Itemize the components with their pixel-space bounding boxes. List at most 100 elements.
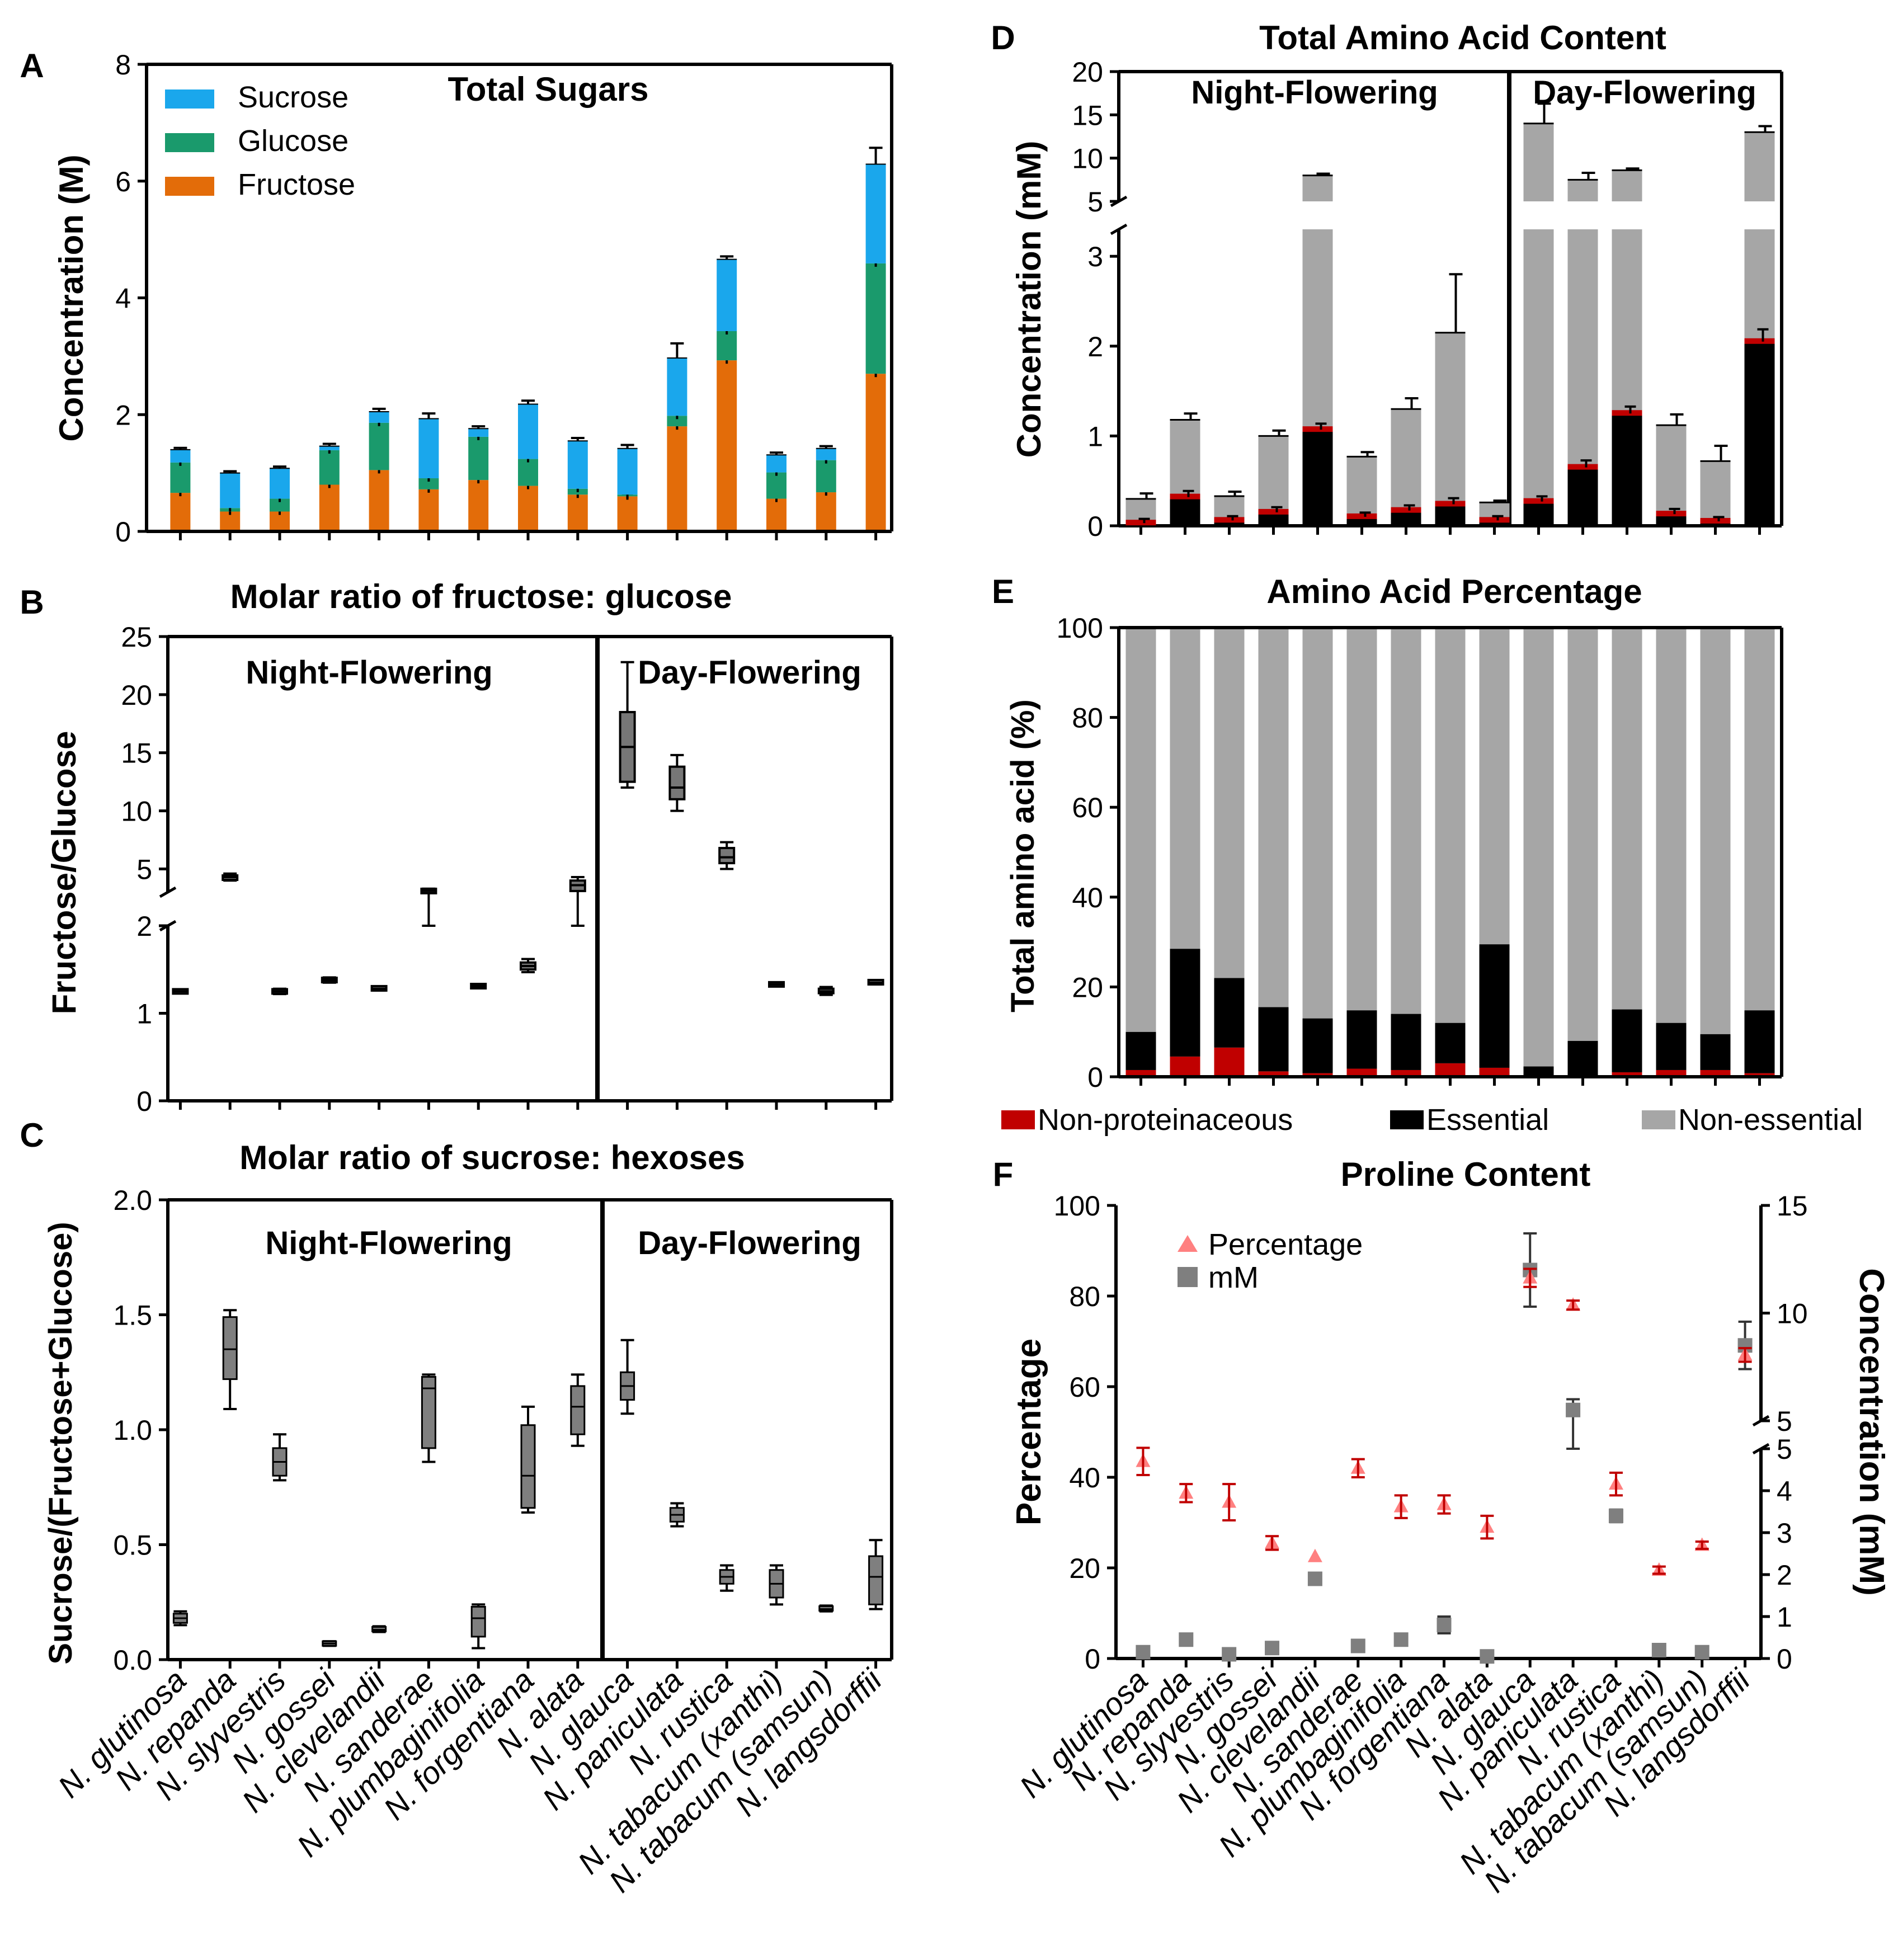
panel-c-ytick-label: 1.0 <box>113 1415 152 1446</box>
panel-f-letter: F <box>993 1156 1014 1193</box>
panel-f-ytick-label: 0 <box>1085 1643 1100 1675</box>
panel-c-letter: C <box>20 1116 44 1154</box>
panel-f-ytick-right-label: 15 <box>1777 1190 1808 1222</box>
panel-f-mm-marker <box>1437 1618 1452 1632</box>
panel-a-bar-glucose <box>816 460 836 493</box>
panel-a-letter: A <box>20 47 44 84</box>
panel-b-ytick-label: 5 <box>136 854 152 885</box>
panel-a-ytick-label: 2 <box>115 399 131 431</box>
panel-d-bar-nonprot <box>1302 426 1333 432</box>
panel-d-bar-nonessential <box>1523 229 1554 526</box>
panel-a-legend-label: Sucrose <box>238 81 348 114</box>
panel-c-box <box>222 1316 238 1381</box>
panel-a-ytick-label: 4 <box>115 283 131 314</box>
panel-e-bar-nonessential <box>1435 628 1466 1023</box>
panel-e-legend-label: Essential <box>1426 1103 1549 1137</box>
panel-a-bar-glucose <box>667 416 687 427</box>
panel-c-day-label: Day-Flowering <box>638 1225 861 1261</box>
panel-e-bar-essential <box>1435 1023 1466 1063</box>
panel-e-bar-essential <box>1567 1040 1598 1076</box>
panel-f-ytick-right-label: 4 <box>1777 1476 1792 1507</box>
panel-d-bar-essential <box>1744 341 1775 526</box>
panel-f-mm-marker <box>1136 1645 1151 1660</box>
panel-e-bar-nonessential <box>1170 628 1200 949</box>
panel-d-night-label: Night-Flowering <box>1191 74 1438 111</box>
panel-d-bar-nonprot <box>1170 493 1200 500</box>
panel-e-bar-nonessential <box>1258 628 1289 1007</box>
panel-e-bar-essential <box>1302 1018 1333 1073</box>
panel-e-bar-nonprot <box>1656 1069 1687 1077</box>
panel-f-mm-marker <box>1179 1632 1194 1647</box>
panel-d-bar-essential <box>1656 514 1687 526</box>
panel-a-bar-fructose <box>518 486 538 531</box>
panel-f-mm-marker <box>1566 1402 1581 1417</box>
panel-e-bar-nonessential <box>1302 628 1333 1019</box>
panel-c-ytick-label: 0.5 <box>113 1530 152 1561</box>
panel-e-bar-essential <box>1612 1009 1642 1072</box>
panel-a-bar-sucrose <box>418 418 439 479</box>
panel-e-legend-label: Non-essential <box>1678 1103 1863 1137</box>
panel-e-bar-nonprot <box>1435 1063 1466 1077</box>
panel-e-ytick-label: 80 <box>1072 703 1103 734</box>
panel-a-bar-fructose <box>717 360 737 531</box>
panel-a-bar-fructose <box>617 496 638 531</box>
panel-f-ytick-right-label: 10 <box>1777 1298 1808 1330</box>
panel-f-ytick-label: 60 <box>1069 1372 1100 1403</box>
panel-e-bar-essential <box>1744 1010 1775 1073</box>
panel-b-ytick-label: 20 <box>121 680 152 711</box>
panel-f-ytick-label: 20 <box>1069 1553 1100 1584</box>
panel-f-ytick-right-label: 1 <box>1777 1601 1792 1633</box>
panel-f-legend-label: mM <box>1208 1261 1259 1294</box>
panel-e-title: Amino Acid Percentage <box>1266 573 1642 610</box>
panel-f-ytick-right-label: 2 <box>1777 1559 1792 1591</box>
panel-d-bar-essential <box>1214 520 1245 526</box>
panel-f-mm-marker <box>1651 1643 1666 1657</box>
panel-d-bar-essential <box>1479 520 1510 526</box>
panel-b-letter: B <box>20 583 44 621</box>
panel-b-day-label: Day-Flowering <box>638 654 861 691</box>
panel-c-box <box>868 1555 884 1605</box>
panel-d-ytick-label: 2 <box>1087 331 1103 362</box>
panel-e-legend-swatch <box>1642 1110 1675 1129</box>
panel-f-mm-marker <box>1480 1649 1495 1664</box>
panel-f-ytick-right-label: 3 <box>1777 1518 1792 1549</box>
panel-c-box <box>470 1605 486 1638</box>
panel-a-bar-fructose <box>865 374 886 531</box>
panel-f-ytick-right-label: 0 <box>1777 1643 1792 1675</box>
panel-e-bar-essential <box>1258 1007 1289 1072</box>
panel-b-ytick-label: 0 <box>136 1086 152 1117</box>
panel-e-bar-nonprot <box>1302 1073 1333 1077</box>
panel-d-bar-essential <box>1170 497 1200 526</box>
panel-d-title: Total Amino Acid Content <box>1259 19 1666 56</box>
panel-a-bar-sucrose <box>766 455 786 473</box>
panel-e-bar-nonessential <box>1612 628 1642 1010</box>
panel-e-bar-essential <box>1479 944 1510 1068</box>
panel-e-bar-essential <box>1170 949 1200 1057</box>
panel-d-bar-essential <box>1567 467 1598 526</box>
panel-c-ytick-label: 1.5 <box>113 1300 152 1331</box>
panel-d-bar-nonessential <box>1523 123 1554 201</box>
panel-f-title: Proline Content <box>1341 1156 1591 1193</box>
panel-a-bar-sucrose <box>865 164 886 263</box>
panel-c-ytick-label: 2.0 <box>113 1185 152 1216</box>
panel-d-bar-nonprot <box>1656 511 1687 517</box>
panel-a-bar-sucrose <box>667 358 687 416</box>
panel-a-bar-sucrose <box>816 448 836 460</box>
panel-e-bar-nonessential <box>1391 628 1421 1014</box>
panel-d-bar-nonessential <box>1612 170 1642 201</box>
panel-a-bar-fructose <box>418 489 439 531</box>
panel-a-bar-fructose <box>816 492 836 531</box>
panel-a-bar-sucrose <box>319 446 340 450</box>
panel-b-ytick-label: 2 <box>136 911 152 942</box>
panel-a-bar-fructose <box>667 426 687 531</box>
panel-d-bar-essential <box>1346 516 1377 526</box>
panel-e-bar-nonprot <box>1125 1069 1156 1077</box>
panel-d-bar-nonessential <box>1744 132 1775 201</box>
panel-e-bar-nonprot <box>1214 1047 1245 1077</box>
panel-a-bar-sucrose <box>270 468 290 499</box>
panel-d-ytick-label: 1 <box>1087 421 1103 452</box>
panel-d-bar-nonprot <box>1744 338 1775 344</box>
panel-a-title: Total Sugars <box>448 70 649 108</box>
panel-e-bar-nonessential <box>1346 628 1377 1011</box>
panel-f-legend-label: Percentage <box>1208 1228 1363 1261</box>
